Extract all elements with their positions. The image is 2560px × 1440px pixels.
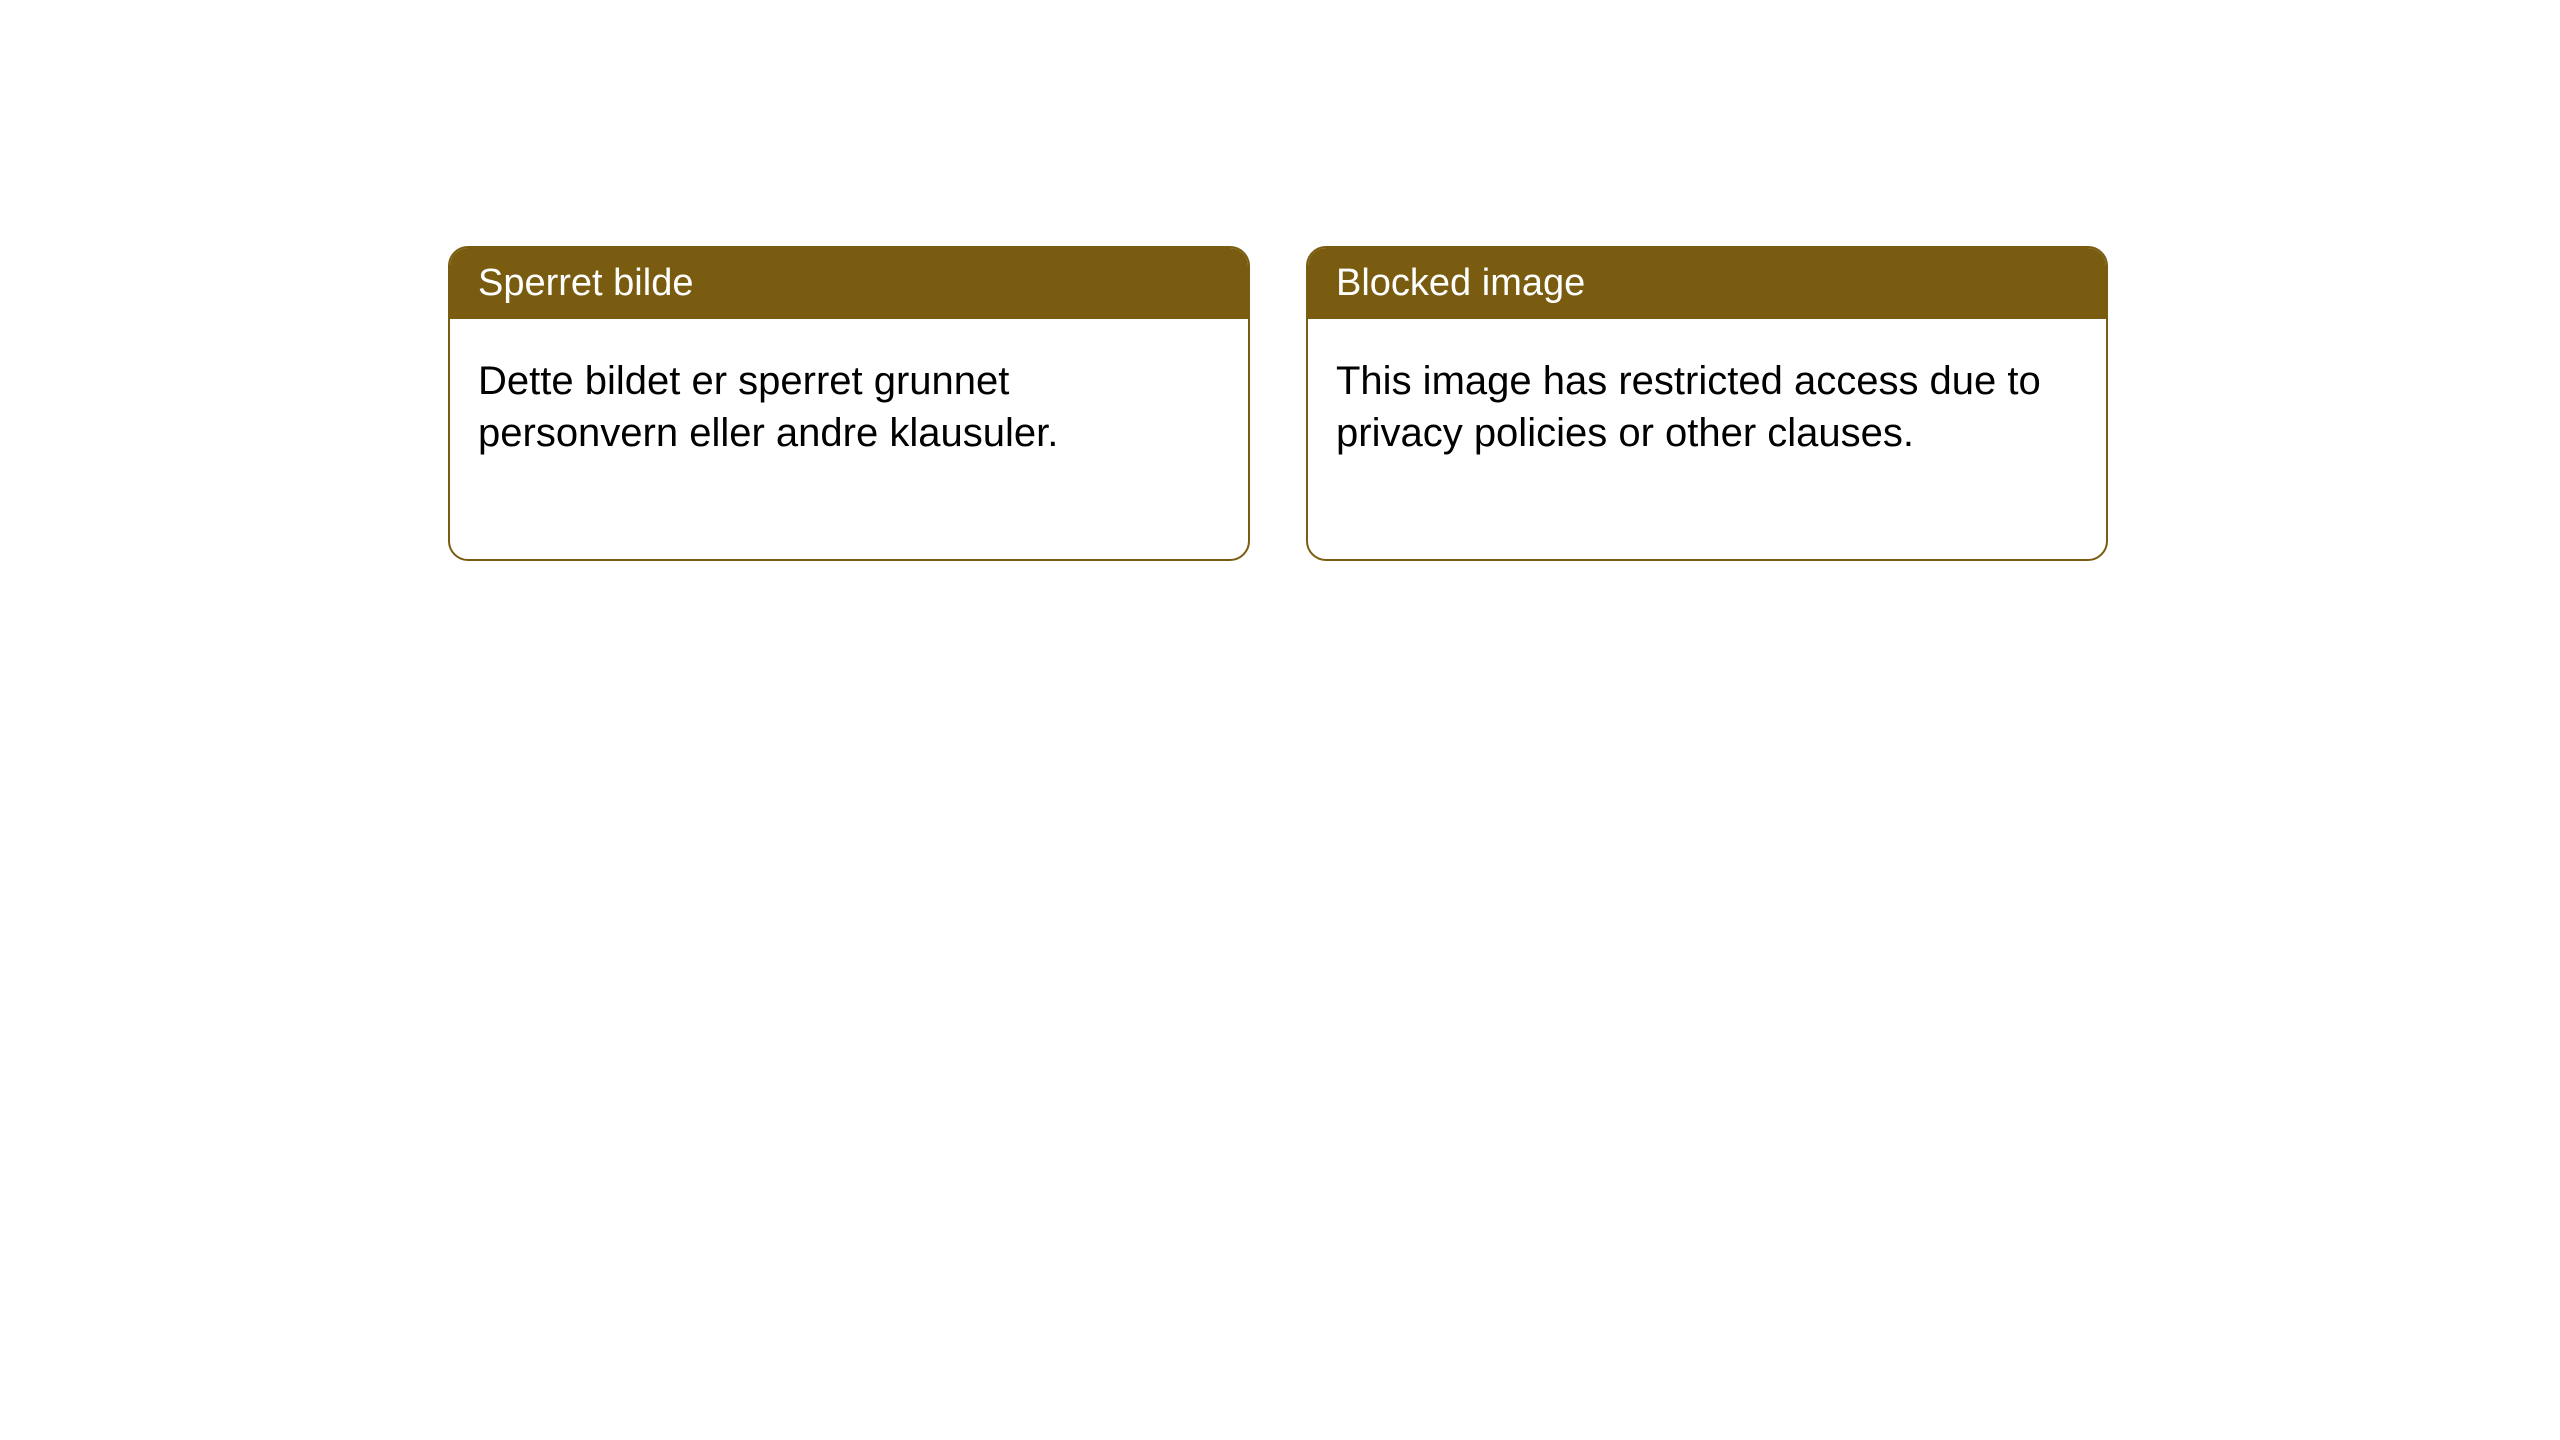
card-body-text: This image has restricted access due to … xyxy=(1336,359,2041,455)
notice-card-container: Sperret bilde Dette bildet er sperret gr… xyxy=(448,246,2108,561)
card-header: Sperret bilde xyxy=(450,248,1248,319)
card-body-text: Dette bildet er sperret grunnet personve… xyxy=(478,359,1058,455)
notice-card-norwegian: Sperret bilde Dette bildet er sperret gr… xyxy=(448,246,1250,561)
card-header: Blocked image xyxy=(1308,248,2106,319)
card-body: This image has restricted access due to … xyxy=(1308,319,2106,559)
card-body: Dette bildet er sperret grunnet personve… xyxy=(450,319,1248,559)
notice-card-english: Blocked image This image has restricted … xyxy=(1306,246,2108,561)
card-header-text: Sperret bilde xyxy=(478,262,693,304)
card-header-text: Blocked image xyxy=(1336,262,1585,304)
